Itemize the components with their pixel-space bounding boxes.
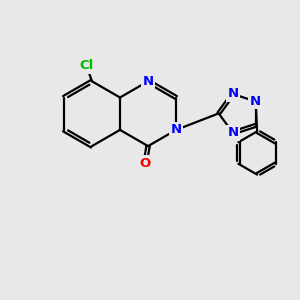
Text: N: N: [142, 75, 154, 88]
Text: Cl: Cl: [80, 59, 94, 72]
Text: O: O: [140, 157, 151, 170]
Text: N: N: [250, 95, 261, 108]
Text: N: N: [171, 123, 182, 136]
Text: N: N: [227, 126, 239, 139]
Text: N: N: [227, 88, 239, 100]
